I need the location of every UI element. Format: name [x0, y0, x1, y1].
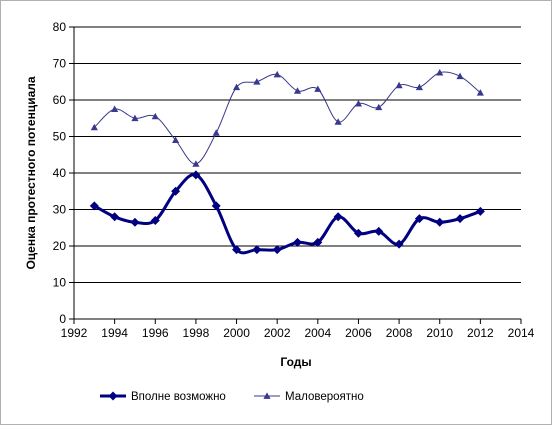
data-point-2-2003 — [293, 87, 302, 94]
data-point-1-1998 — [191, 170, 201, 180]
y-tick-label-50: 50 — [53, 130, 67, 144]
data-point-1-2012 — [475, 206, 485, 216]
y-tick-label-70: 70 — [53, 57, 67, 71]
x-tick-label-1994: 1994 — [101, 326, 128, 340]
data-point-1-2011 — [455, 214, 465, 224]
data-point-1-2007 — [374, 226, 384, 236]
data-point-1-2006 — [353, 228, 363, 238]
data-point-1-1993 — [89, 201, 99, 211]
x-tick-label-1996: 1996 — [142, 326, 169, 340]
legend: Вполне возможно Маловероятно — [100, 391, 364, 403]
data-point-2-2004 — [314, 85, 322, 92]
data-point-2-1995 — [131, 114, 139, 122]
data-point-1-2000 — [232, 245, 242, 255]
legend-entry-1: Вполне возможно — [100, 391, 226, 403]
x-tick-labels: 1992 1994 1996 1998 2000 2002 2004 2006 2008 2010… — [61, 326, 535, 340]
series-line-2 — [93, 71, 481, 165]
data-point-2-1997 — [171, 136, 180, 144]
y-tick-label-20: 20 — [53, 239, 67, 253]
y-axis-title: Оценка протестного потенциала — [24, 76, 38, 269]
data-point-2-2010 — [436, 69, 444, 76]
data-point-2-2001 — [253, 78, 261, 85]
series-1 — [89, 170, 485, 255]
x-tick-label-2004: 2004 — [304, 326, 331, 340]
y-tick-label-30: 30 — [53, 203, 67, 217]
legend-entry-2: Маловероятно — [254, 391, 364, 403]
x-tick-label-1992: 1992 — [61, 326, 88, 340]
x-tick-label-2006: 2006 — [345, 326, 372, 340]
legend-marker-2 — [263, 392, 271, 399]
data-point-1-1999 — [211, 201, 221, 211]
data-point-1-2003 — [293, 237, 302, 247]
axes — [69, 26, 522, 324]
x-tick-label-1998: 1998 — [183, 326, 210, 340]
data-point-2-1994 — [111, 105, 119, 113]
data-point-2-2011 — [456, 72, 464, 80]
data-point-2-1996 — [151, 112, 159, 120]
x-tick-label-2014: 2014 — [508, 326, 535, 340]
data-point-1-1997 — [171, 186, 181, 196]
series-2 — [90, 69, 484, 167]
gridlines — [74, 26, 521, 283]
data-point-1-1994 — [110, 212, 120, 222]
data-point-2-2005 — [334, 118, 342, 125]
data-point-2-2006 — [354, 100, 363, 107]
data-point-1-2004 — [313, 237, 323, 247]
legend-label-1: Вполне возможно — [131, 391, 226, 403]
y-tick-label-60: 60 — [53, 93, 67, 107]
data-point-2-1998 — [192, 160, 200, 167]
data-point-2-1993 — [90, 123, 98, 131]
x-tick-label-2010: 2010 — [426, 326, 453, 340]
data-point-2-2000 — [232, 83, 241, 91]
x-tick-label-2008: 2008 — [386, 326, 413, 340]
data-point-1-2002 — [272, 245, 282, 255]
y-tick-label-40: 40 — [53, 166, 67, 180]
data-point-2-2007 — [375, 103, 383, 111]
series-line-1 — [93, 173, 481, 255]
x-tick-label-2002: 2002 — [264, 326, 291, 340]
y-tick-label-0: 0 — [59, 312, 66, 326]
y-tick-labels: 0 10 20 30 40 50 60 70 80 — [53, 20, 67, 326]
data-point-1-2010 — [435, 217, 445, 227]
x-tick-label-2012: 2012 — [467, 326, 494, 340]
series-layer — [89, 69, 485, 255]
data-point-2-2002 — [273, 70, 281, 78]
data-point-1-2009 — [414, 214, 424, 224]
data-point-2-2009 — [415, 83, 424, 91]
y-tick-label-10: 10 — [53, 276, 67, 290]
data-point-1-1996 — [150, 215, 160, 225]
x-tick-label-2000: 2000 — [223, 326, 250, 340]
data-point-1-2008 — [394, 239, 404, 249]
data-point-2-2008 — [395, 81, 403, 89]
x-axis-title: Годы — [280, 355, 311, 369]
legend-label-2: Маловероятно — [285, 391, 364, 403]
data-point-1-2005 — [333, 212, 343, 222]
data-point-2-2012 — [476, 89, 484, 96]
data-point-1-1995 — [130, 217, 140, 227]
data-point-2-1999 — [212, 129, 220, 136]
y-tick-label-80: 80 — [53, 20, 67, 34]
legend-marker-1 — [108, 391, 118, 401]
data-point-1-2001 — [252, 245, 262, 255]
